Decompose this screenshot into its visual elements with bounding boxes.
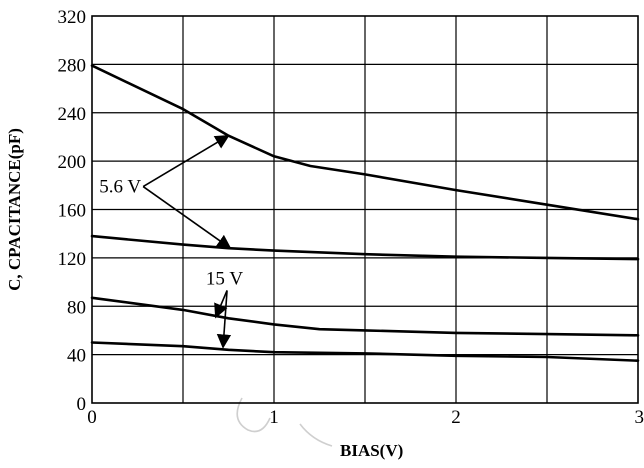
y-tick-label: 0	[77, 394, 87, 415]
x-tick-labels: 0 1 2 3	[87, 407, 644, 428]
watermark	[236, 397, 333, 447]
annotation-arrow	[142, 134, 230, 188]
series-line-3	[90, 296, 640, 337]
x-tick-label: 3	[635, 407, 644, 428]
y-tick-labels: 0 40 80 120 160 200 240 280 320	[58, 7, 87, 415]
annotation-arrow	[216, 290, 232, 349]
x-tick-label: 1	[269, 407, 279, 428]
x-axis-label: BIAS(V)	[340, 441, 403, 460]
annotations-layer: 5.6 V 15 V	[99, 134, 243, 349]
series-line-1	[90, 64, 640, 221]
annotation-label: 5.6 V	[99, 177, 141, 198]
y-tick-label: 40	[67, 346, 86, 367]
series-line-4	[90, 341, 640, 362]
y-tick-label: 200	[58, 152, 87, 173]
y-tick-label: 120	[58, 249, 87, 270]
annotation-arrow	[214, 290, 228, 319]
series-line-2	[90, 234, 640, 261]
y-tick-label: 80	[67, 297, 86, 318]
annotation-label: 15 V	[206, 268, 243, 289]
annotation-arrow	[142, 185, 232, 250]
y-axis-label: C, CPACITANCE(pF)	[5, 128, 24, 291]
y-tick-label: 320	[58, 7, 87, 28]
series-layer	[90, 64, 640, 362]
plot-frame	[91, 15, 639, 404]
x-tick-label: 2	[451, 407, 461, 428]
y-tick-label: 240	[58, 104, 87, 125]
x-tick-label: 0	[87, 407, 97, 428]
y-tick-label: 160	[58, 201, 87, 222]
y-tick-label: 280	[58, 55, 87, 76]
